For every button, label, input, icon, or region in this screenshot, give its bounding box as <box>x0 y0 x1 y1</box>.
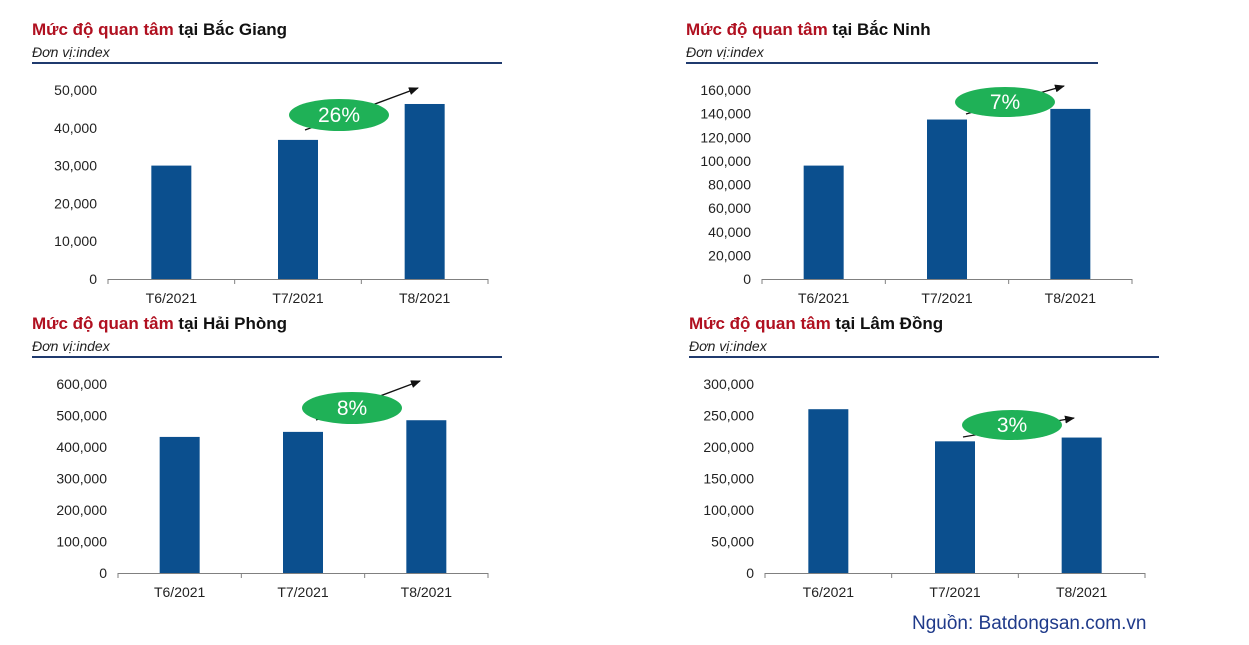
y-tick-label: 30,000 <box>54 158 97 174</box>
y-tick-label: 600,000 <box>56 376 107 392</box>
y-tick-label: 300,000 <box>703 376 754 392</box>
y-tick-label: 60,000 <box>708 200 751 216</box>
y-tick-label: 150,000 <box>703 471 754 487</box>
chart-title-highlight: Mức độ quan tâm <box>32 314 174 333</box>
chart-title-location: tại Bắc Ninh <box>827 20 931 39</box>
y-tick-label: 0 <box>99 565 107 581</box>
growth-label: 7% <box>990 91 1020 114</box>
chart-title-location: tại Bắc Giang <box>173 20 288 39</box>
chart-title: Mức độ quan tâm tại Bắc Ninh <box>686 20 931 40</box>
chart-title-location: tại Lâm Đồng <box>830 314 944 333</box>
y-tick-label: 10,000 <box>54 233 97 249</box>
chart-title: Mức độ quan tâm tại Lâm Đồng <box>689 314 943 334</box>
title-underline <box>32 356 502 358</box>
bar <box>927 119 967 279</box>
y-tick-label: 500,000 <box>56 408 107 424</box>
y-tick-label: 100,000 <box>700 153 751 169</box>
growth-badge <box>289 99 389 131</box>
y-tick-label: 0 <box>743 271 751 287</box>
bar <box>803 165 844 279</box>
bar <box>406 420 447 573</box>
y-tick-label: 80,000 <box>708 177 751 193</box>
x-tick-label: T7/2021 <box>277 584 329 600</box>
growth-label: 3% <box>997 414 1027 437</box>
y-tick-label: 100,000 <box>703 502 754 518</box>
y-tick-label: 50,000 <box>711 534 754 550</box>
chart-title-highlight: Mức độ quan tâm <box>32 20 174 39</box>
growth-badge <box>302 392 402 424</box>
chart-title: Mức độ quan tâm tại Hải Phòng <box>32 314 287 334</box>
unit-label: Đơn vị:index <box>689 338 767 354</box>
bar <box>1061 437 1102 573</box>
growth-badge <box>955 87 1055 117</box>
bar <box>151 165 192 279</box>
y-tick-label: 250,000 <box>703 408 754 424</box>
x-tick-label: T8/2021 <box>401 584 453 600</box>
bar-chart-bac-giang: 0 10,000 20,000 30,000 40,000 50,000 T6/2021 T7… <box>54 82 489 306</box>
unit-label: Đơn vị:index <box>32 338 110 354</box>
bar <box>283 431 323 573</box>
y-tick-label: 0 <box>746 565 754 581</box>
x-tick-label: T6/2021 <box>146 290 198 306</box>
title-underline <box>32 62 502 64</box>
bar <box>1050 108 1091 280</box>
bar <box>404 103 445 280</box>
y-tick-label: 200,000 <box>56 502 107 518</box>
x-tick-label: T6/2021 <box>803 584 855 600</box>
chart-title-location: tại Hải Phòng <box>173 314 288 333</box>
y-tick-label: 20,000 <box>708 247 751 263</box>
x-tick-label: T7/2021 <box>929 584 981 600</box>
x-tick-label: T8/2021 <box>1056 584 1108 600</box>
x-tick-label: T6/2021 <box>154 584 206 600</box>
y-tick-label: 160,000 <box>700 82 751 98</box>
y-tick-label: 20,000 <box>54 195 97 211</box>
bar-chart-lam-dong: 0 50,000 100,000 150,000 200,000 250,000 300,0… <box>703 376 1146 600</box>
chart-panel-lam-dong: Mức độ quan tâm tại Lâm Đồng Đơn vị:inde… <box>689 314 1161 606</box>
bar-chart-bac-ninh: 0 20,000 40,000 60,000 80,000 100,000 120,000 1… <box>700 82 1133 306</box>
y-tick-label: 50,000 <box>54 82 97 98</box>
unit-label: Đơn vị:index <box>32 44 110 60</box>
bar <box>278 139 318 279</box>
bar-chart-hai-phong: 0 100,000 200,000 300,000 400,000 500,000 600,… <box>56 376 489 600</box>
source-note: Nguồn: Batdongsan.com.vn <box>912 613 1147 634</box>
growth-label: 8% <box>337 397 367 420</box>
chart-panel-bac-giang: Mức độ quan tâm tại Bắc Giang Đơn vị:ind… <box>32 20 502 310</box>
y-tick-label: 100,000 <box>56 534 107 550</box>
y-tick-label: 200,000 <box>703 439 754 455</box>
y-tick-label: 300,000 <box>56 471 107 487</box>
y-tick-label: 120,000 <box>700 129 751 145</box>
growth-label: 26% <box>318 104 360 127</box>
y-tick-label: 140,000 <box>700 106 751 122</box>
y-tick-label: 0 <box>89 271 97 287</box>
chart-panel-bac-ninh: Mức độ quan tâm tại Bắc Ninh Đơn vị:inde… <box>686 20 1133 310</box>
x-tick-label: T7/2021 <box>921 290 973 306</box>
growth-badge <box>962 410 1062 440</box>
unit-label: Đơn vị:index <box>686 44 764 60</box>
y-tick-label: 40,000 <box>708 224 751 240</box>
bar <box>808 409 849 573</box>
x-tick-label: T6/2021 <box>798 290 850 306</box>
y-tick-label: 40,000 <box>54 120 97 136</box>
bar <box>159 436 200 573</box>
x-tick-label: T8/2021 <box>1045 290 1097 306</box>
x-tick-label: T7/2021 <box>272 290 324 306</box>
x-tick-label: T8/2021 <box>399 290 451 306</box>
chart-title: Mức độ quan tâm tại Bắc Giang <box>32 20 287 40</box>
chart-panel-hai-phong: Mức độ quan tâm tại Hải Phòng Đơn vị:ind… <box>32 314 502 606</box>
title-underline <box>689 356 1159 358</box>
chart-title-highlight: Mức độ quan tâm <box>686 20 828 39</box>
chart-title-highlight: Mức độ quan tâm <box>689 314 831 333</box>
y-tick-label: 400,000 <box>56 439 107 455</box>
bar <box>935 441 975 573</box>
title-underline <box>686 62 1098 64</box>
